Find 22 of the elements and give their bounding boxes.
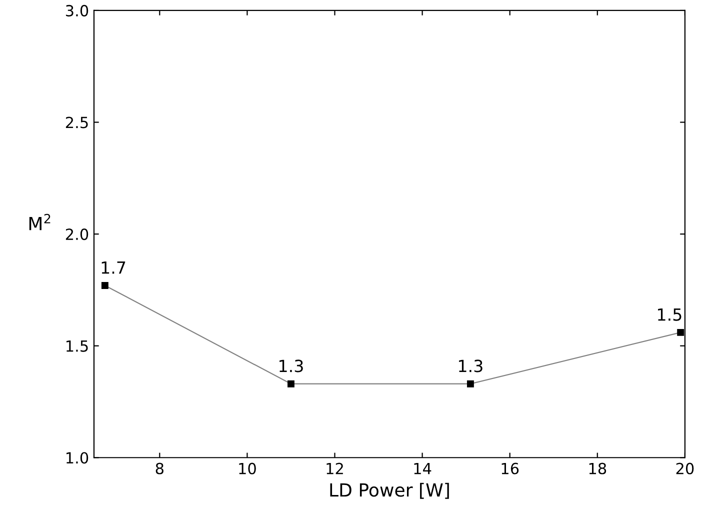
- x-tick-label: 20: [676, 462, 694, 474]
- x-tick-label: 8: [156, 462, 164, 474]
- x-tick-label: 18: [589, 462, 606, 474]
- x-tick-label: 10: [239, 462, 256, 474]
- x-tick-label: 12: [326, 462, 343, 474]
- x-tick-label: 16: [502, 462, 519, 474]
- annotation: 1.7: [102, 262, 126, 274]
- point: [101, 282, 108, 289]
- x-tick-label: 14: [414, 462, 432, 474]
- y-tick-label: 1.0: [66, 452, 88, 464]
- point: [466, 380, 474, 388]
- point: [288, 380, 294, 388]
- annotation: 1.5: [658, 308, 682, 321]
- x-axis-title: LD Power [W]: [330, 482, 449, 499]
- y-tick-label: 1.5: [66, 340, 88, 352]
- y-tick-label: 3.0: [66, 4, 88, 16]
- y-axis-title: M$^{2}$: [29, 214, 50, 230]
- point: [677, 328, 684, 336]
- annotation: 1.3: [280, 360, 303, 372]
- y-tick-label: 2.5: [66, 116, 88, 128]
- annotation: 1.3: [459, 360, 482, 372]
- y-tick-label: 2.0: [66, 228, 88, 240]
